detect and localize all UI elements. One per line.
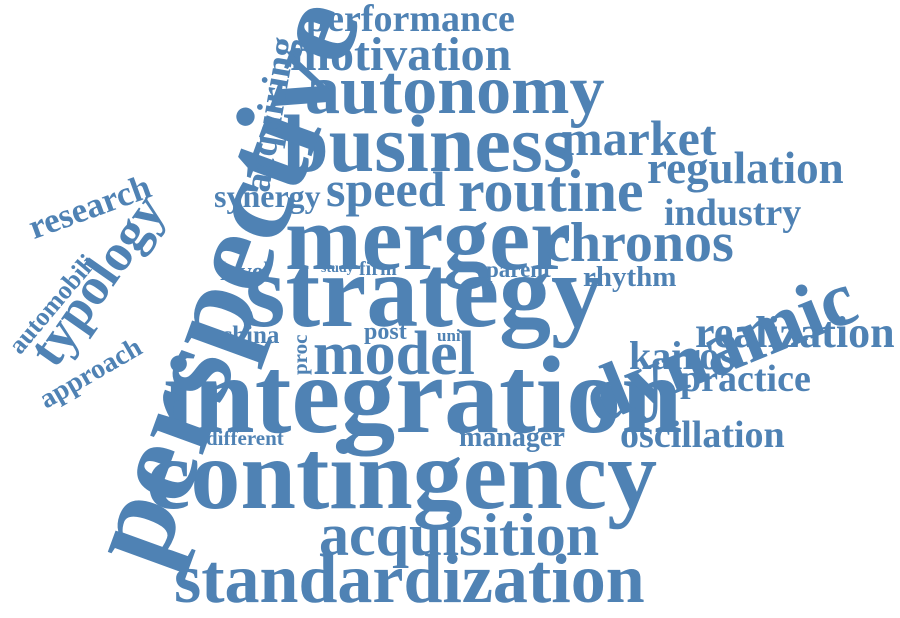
word-kairos: kairos <box>629 333 735 378</box>
word-performance: performance <box>306 0 515 40</box>
word-contingency: contingency <box>146 419 658 530</box>
word-rhythm: rhythm <box>583 261 677 293</box>
word-standardization: standardization <box>174 541 645 618</box>
word-regulation: regulation <box>647 143 844 193</box>
word-integration: integration <box>163 334 683 456</box>
word-synergy: synergy <box>214 178 321 214</box>
word-realization: realization <box>695 308 895 357</box>
word-speed: speed <box>326 161 446 217</box>
word-merger: merger <box>285 187 571 289</box>
word-business: business <box>283 98 575 189</box>
word-post: post <box>364 319 407 345</box>
word-chronos: chronos <box>545 212 734 274</box>
word-model: model <box>313 320 475 388</box>
word-acquisition: acquisition <box>319 502 600 568</box>
word-level: level <box>220 257 271 286</box>
word-motivation: motivation <box>290 28 512 81</box>
word-china: china <box>221 322 280 349</box>
word-practice: practice <box>680 358 811 400</box>
word-oscillation: oscillation <box>620 414 785 456</box>
word-industry: industry <box>664 192 802 234</box>
word-routine: routine <box>458 158 644 224</box>
word-different: different <box>206 426 284 450</box>
word-strategy: strategy <box>245 234 604 349</box>
word-proc: proc <box>288 334 312 375</box>
word-autonomy: autonomy <box>305 52 605 129</box>
word-firm: firm <box>359 258 397 280</box>
word-market: market <box>561 110 717 166</box>
word-manager: manager <box>459 422 565 453</box>
word-study: study <box>321 261 354 276</box>
word-parent: parent <box>486 257 551 282</box>
word-unit: unit <box>437 326 467 345</box>
